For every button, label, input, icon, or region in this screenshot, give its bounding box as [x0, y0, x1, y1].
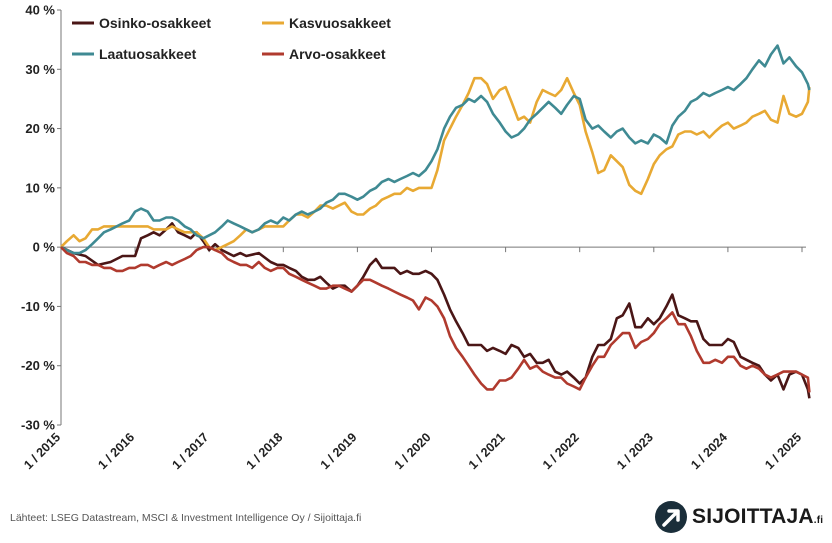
- series-line-2: [60, 76, 811, 252]
- y-tick-label: 30 %: [25, 62, 55, 77]
- x-tick-label: 1 / 2018: [244, 430, 286, 472]
- x-axis: 1 / 2015 1 / 2016 1 / 2017 1 / 2018 1 / 2019…: [21, 246, 806, 472]
- brand-logo: SIJOITTAJA.fi: [654, 500, 826, 534]
- series-line-4: [60, 245, 811, 393]
- series-lines: [60, 44, 811, 399]
- x-tick-label: 1 / 2025: [762, 430, 804, 472]
- legend-label: Kasvuosakkeet: [289, 15, 391, 31]
- brand-name: SIJOITTAJA.fi: [692, 505, 823, 529]
- y-tick-label: 40 %: [25, 3, 55, 18]
- y-tick-label: 20 %: [25, 121, 55, 136]
- legend: Osinko-osakkeet Kasvuosakkeet Laatuosakkee…: [72, 15, 391, 62]
- series-line-1: [60, 222, 811, 399]
- y-tick-label: -30 %: [21, 418, 55, 433]
- legend-label: Osinko-osakkeet: [99, 15, 211, 31]
- y-tick-label: -20 %: [21, 358, 55, 373]
- line-chart: 40 % 30 % 20 % 10 % 0 % -10 % -20 % -30 % 1 / 2…: [21, 3, 811, 472]
- y-tick-label: -10 %: [21, 299, 55, 314]
- brand-suffix: .fi: [813, 515, 824, 526]
- x-tick-label: 1 / 2024: [688, 430, 730, 472]
- arrow-up-right-icon: [655, 501, 687, 533]
- y-tick-label: 0 %: [33, 240, 56, 255]
- source-note: Lähteet: LSEG Datastream, MSCI & Investm…: [10, 512, 362, 524]
- brand-name-text: SIJOITTAJA: [692, 505, 814, 528]
- x-tick-label: 1 / 2015: [21, 430, 63, 472]
- x-tick-label: 1 / 2023: [614, 430, 656, 472]
- series-line-3: [60, 44, 811, 255]
- y-axis: 40 % 30 % 20 % 10 % 0 % -10 % -20 % -30 %: [21, 3, 62, 433]
- x-tick-label: 1 / 2021: [466, 430, 508, 472]
- x-tick-label: 1 / 2016: [95, 430, 137, 472]
- legend-label: Laatuosakkeet: [99, 46, 197, 62]
- x-tick-label: 1 / 2020: [392, 430, 434, 472]
- x-tick-label: 1 / 2017: [169, 430, 211, 472]
- x-tick-label: 1 / 2022: [540, 430, 582, 472]
- y-tick-label: 10 %: [25, 180, 55, 195]
- legend-label: Arvo-osakkeet: [289, 46, 386, 62]
- x-tick-label: 1 / 2019: [318, 430, 360, 472]
